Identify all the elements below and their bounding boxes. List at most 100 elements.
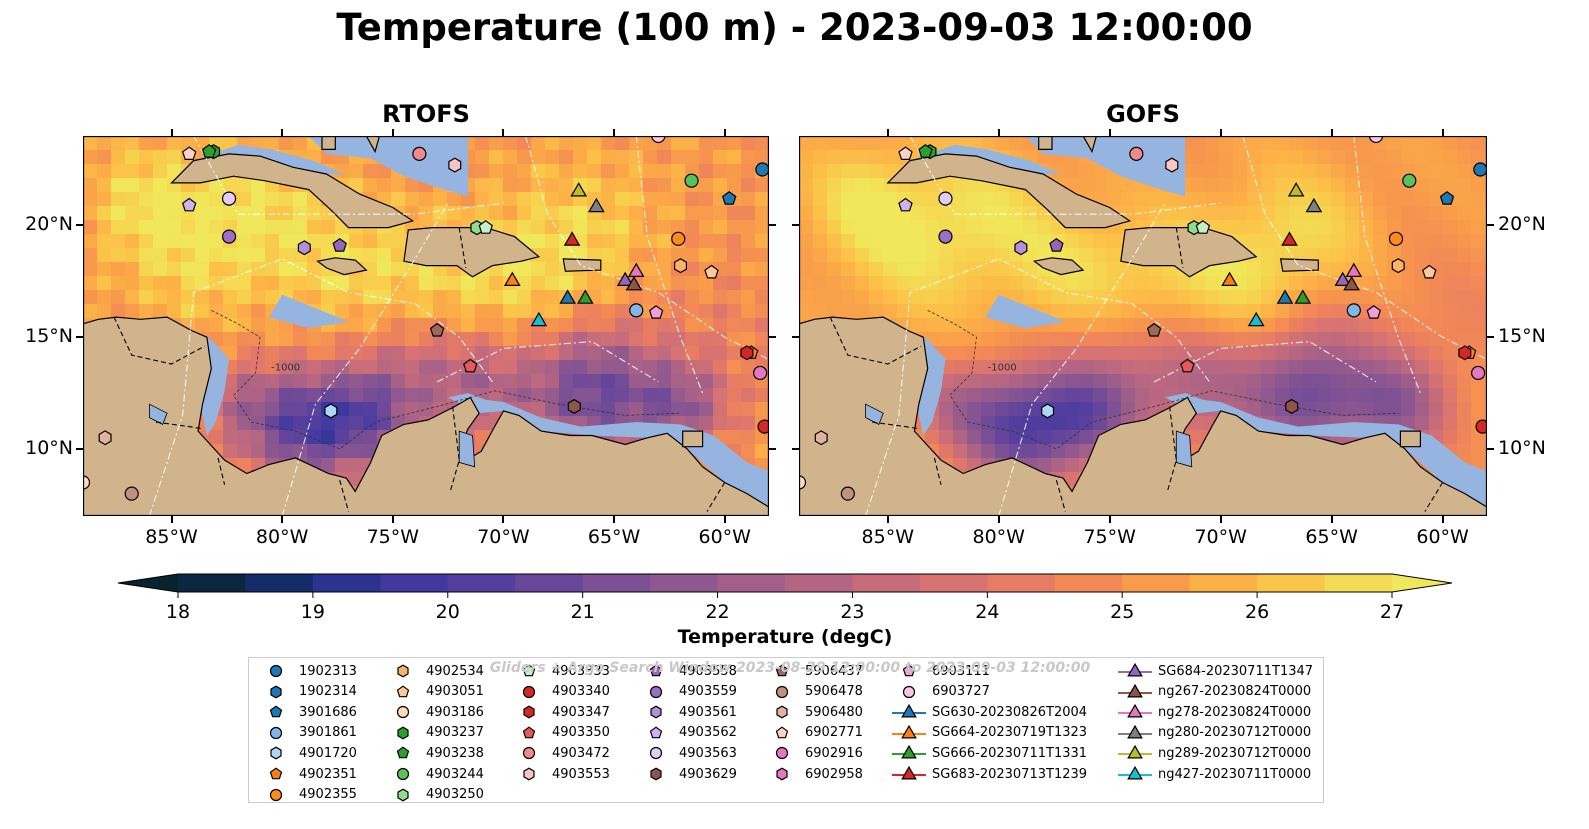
observation-marker[interactable]: [221, 191, 237, 206]
observation-marker[interactable]: [324, 403, 338, 419]
legend-label: 4901720: [299, 745, 357, 761]
legend-label: 6903111: [932, 663, 990, 679]
observation-marker[interactable]: [1345, 262, 1363, 277]
observation-marker[interactable]: [181, 146, 197, 160]
observation-marker[interactable]: [616, 271, 634, 286]
eez-boundary: [193, 136, 504, 215]
observation-marker[interactable]: [629, 303, 644, 318]
observation-marker[interactable]: [1475, 419, 1487, 434]
observation-marker[interactable]: [898, 197, 913, 212]
legend-entry: 4903347: [512, 702, 610, 722]
observation-marker[interactable]: [1334, 271, 1352, 286]
legend-watermark: Gliders + Argo Search Window 2023-08-29 …: [489, 660, 1091, 676]
observation-marker[interactable]: [1391, 258, 1405, 274]
observation-marker[interactable]: [721, 191, 737, 205]
colorbar-bin: [380, 574, 449, 592]
observation-marker[interactable]: [704, 264, 719, 279]
observation-marker[interactable]: [588, 197, 605, 213]
colorbar-tick-label: 20: [436, 601, 460, 623]
observation-marker[interactable]: [1305, 197, 1323, 213]
observation-marker[interactable]: [1281, 231, 1298, 246]
observation-marker[interactable]: [98, 430, 112, 446]
observation-marker[interactable]: [567, 398, 581, 414]
observation-marker[interactable]: [577, 289, 594, 304]
observation-marker[interactable]: [478, 220, 493, 234]
observation-marker[interactable]: [1287, 182, 1305, 197]
observation-marker[interactable]: [1368, 136, 1384, 144]
observation-marker[interactable]: [1294, 289, 1312, 304]
lat-tick-label: 20°N: [1498, 213, 1546, 236]
observation-marker[interactable]: [429, 322, 445, 337]
eez-boundary: [148, 258, 493, 516]
observation-marker[interactable]: [1402, 173, 1417, 188]
observation-marker[interactable]: [1165, 157, 1179, 173]
colorbar-bin: [1189, 574, 1258, 592]
tick-mark: [886, 516, 889, 523]
observation-marker[interactable]: [1247, 311, 1265, 327]
observation-marker[interactable]: [627, 262, 645, 277]
legend-entry: 4903350: [512, 723, 610, 743]
observation-marker[interactable]: [503, 271, 521, 286]
observation-marker[interactable]: [570, 182, 588, 197]
observation-marker[interactable]: [1014, 240, 1028, 256]
observation-marker[interactable]: [1146, 322, 1162, 337]
observation-marker[interactable]: [651, 136, 666, 144]
observation-marker[interactable]: [1458, 345, 1472, 361]
observation-marker[interactable]: [412, 146, 427, 161]
observation-marker[interactable]: [1471, 365, 1486, 381]
observation-marker[interactable]: [938, 229, 953, 244]
observation-marker[interactable]: [671, 231, 686, 246]
observation-marker[interactable]: [463, 358, 478, 373]
observation-marker[interactable]: [799, 475, 807, 490]
observation-marker[interactable]: [1343, 276, 1360, 291]
observation-marker[interactable]: [530, 311, 548, 327]
circle-marker-icon: [522, 747, 536, 760]
observation-marker[interactable]: [753, 365, 768, 381]
observation-marker[interactable]: [563, 231, 581, 246]
tick-mark: [997, 516, 1000, 523]
legend-label: 4903472: [552, 745, 610, 761]
observation-marker[interactable]: [1041, 403, 1055, 419]
tick-mark: [1330, 516, 1333, 523]
observation-marker[interactable]: [1221, 271, 1238, 286]
observation-marker[interactable]: [1422, 264, 1437, 279]
legend-entry: ng280-20230712T0000: [1118, 723, 1311, 743]
observation-marker[interactable]: [1388, 231, 1404, 246]
observation-marker[interactable]: [1346, 303, 1361, 318]
observation-marker[interactable]: [648, 305, 664, 319]
observation-marker[interactable]: [1180, 358, 1195, 373]
colorbar-extend-high: [1392, 574, 1452, 592]
observation-marker[interactable]: [1285, 398, 1299, 414]
observation-marker[interactable]: [83, 475, 91, 490]
observation-marker[interactable]: [1439, 191, 1455, 205]
country-border: [339, 480, 350, 512]
country-border: [706, 482, 726, 512]
observation-marker[interactable]: [221, 229, 237, 244]
observation-marker[interactable]: [1049, 237, 1064, 252]
observation-marker[interactable]: [938, 191, 953, 206]
observation-marker[interactable]: [740, 345, 754, 361]
observation-marker[interactable]: [201, 144, 217, 158]
observation-marker[interactable]: [1366, 305, 1382, 319]
observation-marker[interactable]: [559, 289, 576, 304]
observation-marker[interactable]: [181, 197, 197, 212]
observation-marker[interactable]: [1195, 220, 1211, 234]
observation-marker[interactable]: [684, 173, 699, 188]
observation-marker[interactable]: [898, 146, 913, 160]
observation-marker[interactable]: [332, 237, 347, 252]
observation-marker[interactable]: [297, 240, 311, 256]
eez-boundary: [635, 136, 704, 394]
observation-marker[interactable]: [814, 430, 828, 446]
observation-marker[interactable]: [448, 157, 462, 173]
observation-marker[interactable]: [840, 486, 855, 501]
observation-marker[interactable]: [1129, 146, 1144, 161]
observation-marker[interactable]: [625, 276, 643, 291]
observation-marker[interactable]: [918, 144, 933, 158]
observation-marker[interactable]: [1276, 289, 1294, 304]
legend-label: SG683-20230713T1239: [932, 766, 1088, 782]
observation-marker[interactable]: [757, 419, 769, 434]
observation-marker[interactable]: [673, 258, 688, 274]
legend-entry: 4903559: [639, 682, 737, 702]
observation-marker[interactable]: [124, 486, 139, 501]
